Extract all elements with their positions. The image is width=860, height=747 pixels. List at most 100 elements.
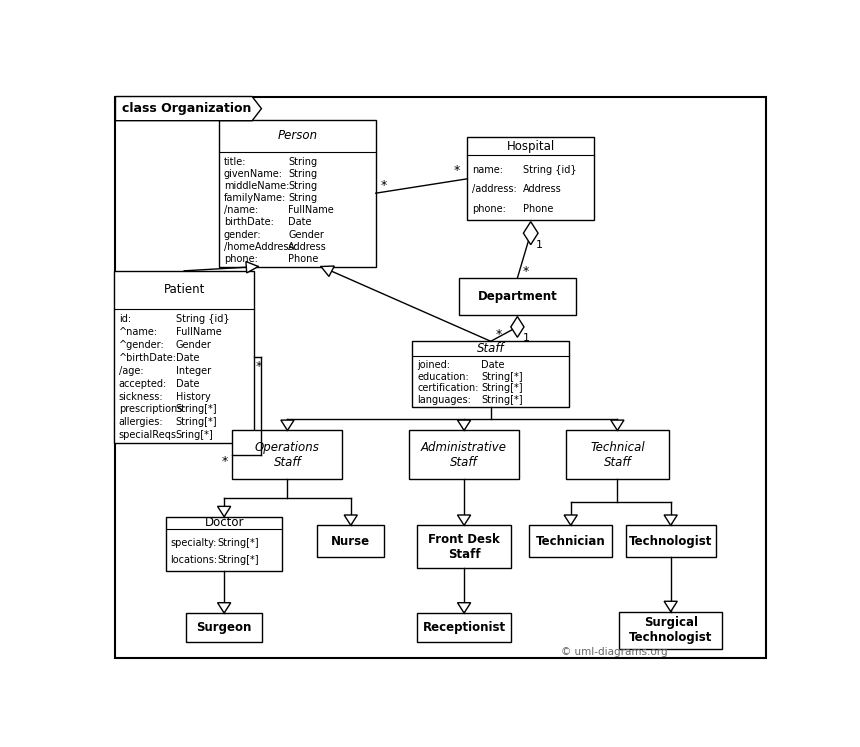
Text: allergies:: allergies: (119, 418, 163, 427)
Bar (566, 430, 669, 480)
Text: Address: Address (523, 185, 562, 194)
Text: String[*]: String[*] (482, 395, 523, 405)
Text: Technologist: Technologist (629, 535, 712, 548)
Text: middleName:: middleName: (224, 181, 289, 191)
Text: String: String (288, 181, 317, 191)
Text: title:: title: (224, 157, 246, 167)
Polygon shape (664, 601, 678, 612)
Text: String {id}: String {id} (175, 314, 230, 324)
Text: String[*]: String[*] (175, 404, 218, 415)
Text: Address: Address (288, 242, 327, 252)
Bar (417, 613, 511, 642)
Text: Gender: Gender (175, 340, 212, 350)
Text: © uml-diagrams.org: © uml-diagrams.org (561, 647, 667, 657)
Text: *: * (454, 164, 460, 177)
Polygon shape (458, 420, 470, 430)
Text: education:: education: (417, 372, 469, 382)
Text: Administrative
Staff: Administrative Staff (421, 441, 507, 469)
Text: Date: Date (175, 353, 200, 363)
Bar (626, 525, 716, 557)
Text: String {id}: String {id} (523, 165, 577, 176)
Text: id:: id: (119, 314, 131, 324)
Polygon shape (664, 515, 678, 525)
Polygon shape (281, 420, 294, 430)
Text: Integer: Integer (175, 365, 211, 376)
Text: 1: 1 (523, 332, 530, 343)
Polygon shape (218, 603, 230, 613)
Bar (459, 278, 575, 315)
Text: givenName:: givenName: (224, 169, 283, 179)
Text: Surgical
Technologist: Surgical Technologist (629, 616, 712, 645)
Text: FullName: FullName (175, 327, 222, 337)
Text: /address:: /address: (472, 185, 517, 194)
Text: languages:: languages: (417, 395, 471, 405)
Text: History: History (175, 391, 211, 402)
Text: *: * (255, 360, 261, 373)
Text: /homeAddress:: /homeAddress: (224, 242, 297, 252)
Text: specialReqs:: specialReqs: (119, 430, 180, 441)
Bar (186, 613, 262, 642)
Text: locations:: locations: (170, 555, 218, 565)
Text: Front Desk
Staff: Front Desk Staff (428, 533, 500, 561)
Bar (619, 612, 722, 649)
Bar (219, 120, 376, 267)
Text: ^gender:: ^gender: (119, 340, 164, 350)
Text: FullName: FullName (288, 205, 334, 215)
Bar (417, 525, 511, 568)
Text: Date: Date (288, 217, 311, 227)
Text: Phone: Phone (288, 254, 318, 264)
Text: *: * (523, 265, 529, 278)
Polygon shape (218, 506, 230, 517)
Text: Operations
Staff: Operations Staff (255, 441, 320, 469)
Text: accepted:: accepted: (119, 379, 167, 388)
Text: String: String (288, 169, 317, 179)
Text: Doctor: Doctor (205, 516, 244, 529)
Text: *: * (222, 455, 228, 468)
Text: Phone: Phone (523, 204, 554, 214)
Bar (317, 525, 384, 557)
Bar (468, 137, 594, 220)
Text: String: String (288, 193, 317, 203)
Text: Receptionist: Receptionist (422, 621, 506, 634)
Bar (114, 271, 255, 444)
Text: Nurse: Nurse (331, 535, 371, 548)
Text: Date: Date (482, 360, 505, 370)
Text: specialty:: specialty: (170, 538, 217, 548)
Text: String[*]: String[*] (482, 372, 523, 382)
Text: prescriptions:: prescriptions: (119, 404, 186, 415)
Polygon shape (564, 515, 577, 525)
Text: phone:: phone: (224, 254, 258, 264)
Text: *: * (496, 329, 502, 341)
Text: String: String (288, 157, 317, 167)
Text: Department: Department (477, 290, 557, 303)
Polygon shape (246, 261, 258, 273)
Text: familyName:: familyName: (224, 193, 286, 203)
Text: name:: name: (472, 165, 503, 176)
Text: String[*]: String[*] (482, 383, 523, 394)
Bar (232, 430, 342, 480)
Text: Sring[*]: Sring[*] (175, 430, 213, 441)
Text: phone:: phone: (472, 204, 506, 214)
Bar (529, 525, 612, 557)
Text: /name:: /name: (224, 205, 258, 215)
Text: ^name:: ^name: (119, 327, 158, 337)
Text: 1: 1 (536, 240, 543, 250)
Text: String[*]: String[*] (175, 418, 218, 427)
Text: Person: Person (278, 129, 317, 143)
Text: Patient: Patient (163, 283, 205, 297)
Text: Gender: Gender (288, 229, 324, 240)
Polygon shape (115, 96, 261, 121)
Polygon shape (321, 266, 335, 276)
Text: Hospital: Hospital (507, 140, 555, 153)
Polygon shape (458, 603, 470, 613)
Text: birthDate:: birthDate: (224, 217, 273, 227)
Text: sickness:: sickness: (119, 391, 163, 402)
Bar (166, 517, 282, 571)
Polygon shape (344, 515, 358, 525)
Text: gender:: gender: (224, 229, 261, 240)
Bar (409, 430, 519, 480)
Polygon shape (524, 222, 538, 245)
Text: Date: Date (175, 379, 200, 388)
Text: certification:: certification: (417, 383, 478, 394)
Text: Staff: Staff (477, 342, 505, 355)
